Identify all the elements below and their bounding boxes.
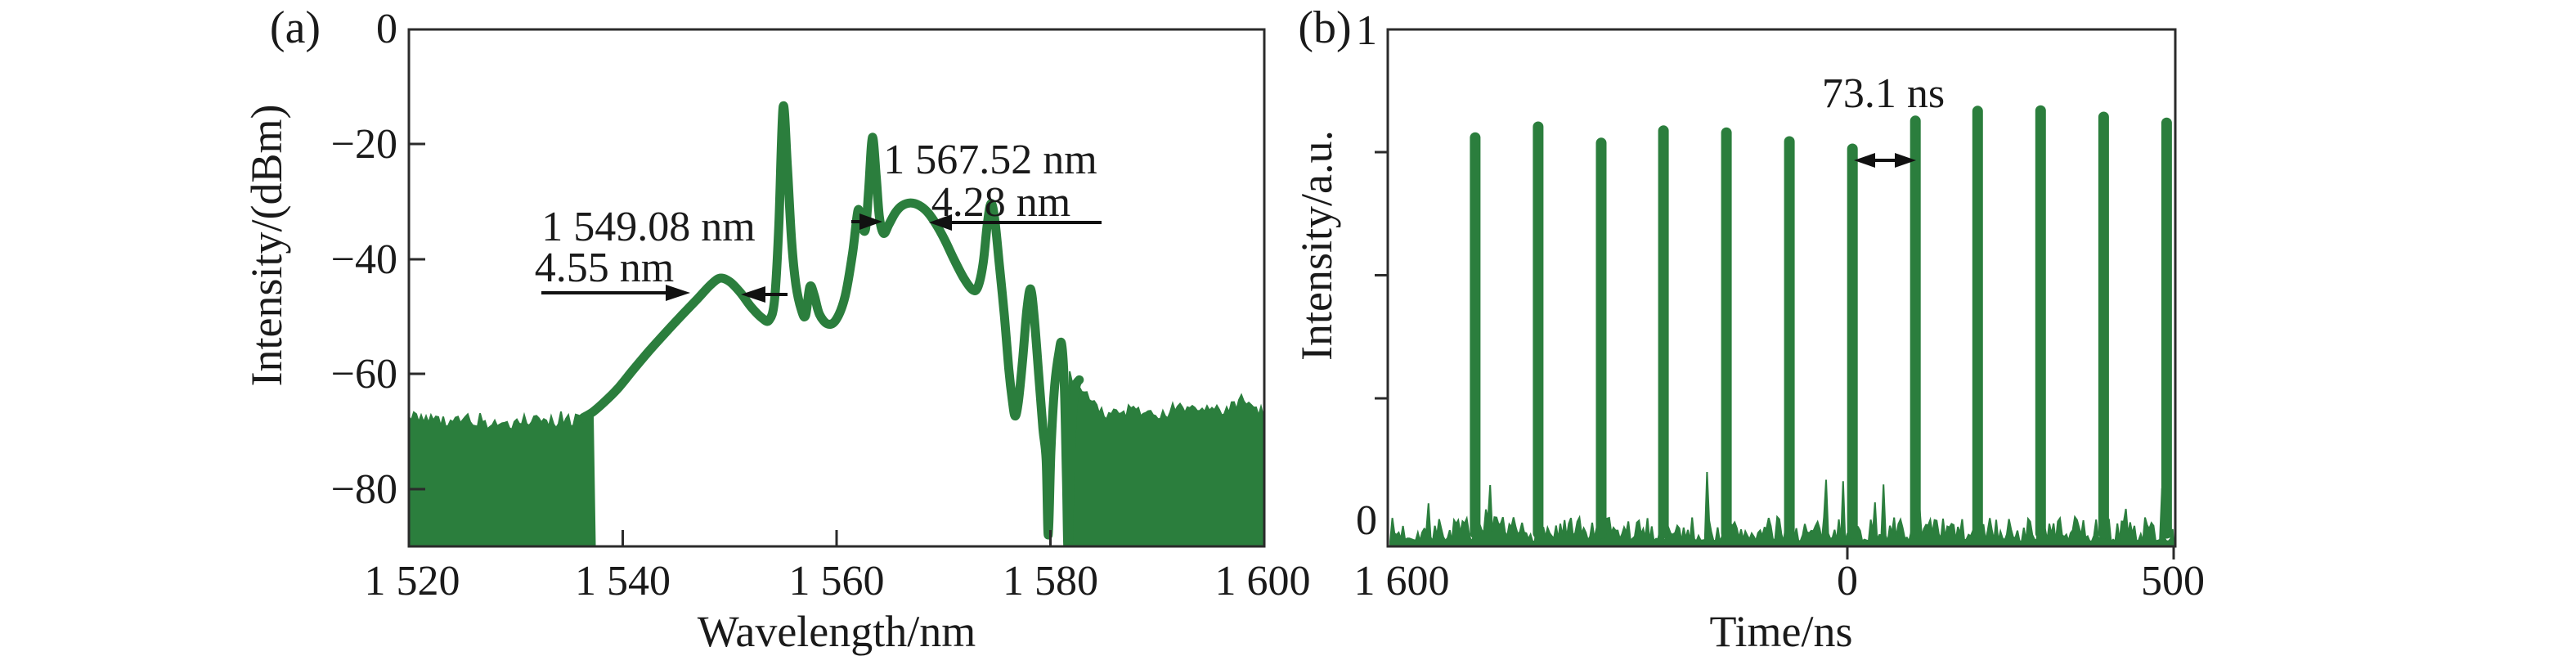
y-tick-label: 0: [1356, 497, 1377, 544]
y-ticks-a: [409, 142, 425, 491]
arrow-head-left-icon: [929, 214, 952, 231]
y-axis-title-b: Intensity/a.u.: [1292, 130, 1341, 361]
arrow-head-left-icon: [741, 286, 765, 303]
arrow-head-left-icon: [1854, 153, 1875, 168]
x-tick-label: 0: [1837, 558, 1858, 604]
x-axis-title-a: Wavelength/nm: [698, 607, 976, 656]
arrow-head-right-icon: [859, 213, 882, 230]
panel-label-b: (b): [1298, 2, 1351, 53]
spectrum-trace: [578, 101, 1084, 546]
x-axis-title-b: Time/ns: [1709, 607, 1852, 656]
x-tick-label: 1 560: [789, 558, 885, 604]
x-tick-label: 1 600: [1354, 558, 1450, 604]
panel-a-plot-area: [409, 101, 1264, 546]
x-tick-label: 1 580: [1003, 558, 1098, 604]
y-tick-label: −60: [331, 351, 397, 398]
x-tick-label: 1 600: [1215, 558, 1311, 604]
x-tick-label: 1 520: [365, 558, 460, 604]
y-tick-label: 0: [376, 6, 397, 52]
y-axis-title-a: Intensity/(dBm): [242, 105, 291, 387]
pulse-spacing-arrow: [1854, 153, 1916, 168]
y-tick-label: −20: [331, 121, 397, 168]
width-arrow-peak2: [851, 213, 1102, 231]
y-tick-label: −80: [331, 466, 397, 513]
x-ticks-a: [622, 530, 1052, 546]
panel-b-plot-area: [1389, 105, 2175, 546]
noise-band-fill: [1389, 471, 2175, 546]
panel-a: (a) 0 −20 −40 −60 −80 1 520 1 540 1 560 …: [242, 2, 1311, 656]
y-tick-label: 1: [1356, 7, 1377, 54]
annotation-pulse-spacing: 73.1 ns: [1822, 70, 1945, 117]
pulse-train: [1470, 105, 2172, 539]
annotation-peak2-width: 4.28 nm: [931, 179, 1070, 226]
x-tick-label: 1 540: [575, 558, 671, 604]
panel-label-a: (a): [270, 2, 321, 53]
width-arrow-peak1: [541, 285, 788, 303]
annotation-peak2-wavelength: 1 567.52 nm: [883, 137, 1097, 183]
plot-frame-b: [1386, 28, 2177, 548]
y-tick-label: −40: [331, 236, 397, 283]
annotation-peak1-width: 4.55 nm: [535, 245, 674, 291]
x-ticks-b: [1846, 546, 2175, 559]
x-tick-label: 500: [2141, 558, 2205, 604]
arrow-head-right-icon: [1895, 153, 1916, 168]
noise-floor-left-fill: [409, 411, 596, 546]
annotation-peak1-wavelength: 1 549.08 nm: [541, 204, 755, 250]
noise-floor-right-fill: [1069, 371, 1264, 546]
panel-b: (b) 1 0 1 600 0 500 Time/ns Intensity/a.…: [1292, 2, 2205, 656]
arrow-head-right-icon: [666, 285, 690, 301]
y-ticks-b: [1375, 151, 1388, 400]
